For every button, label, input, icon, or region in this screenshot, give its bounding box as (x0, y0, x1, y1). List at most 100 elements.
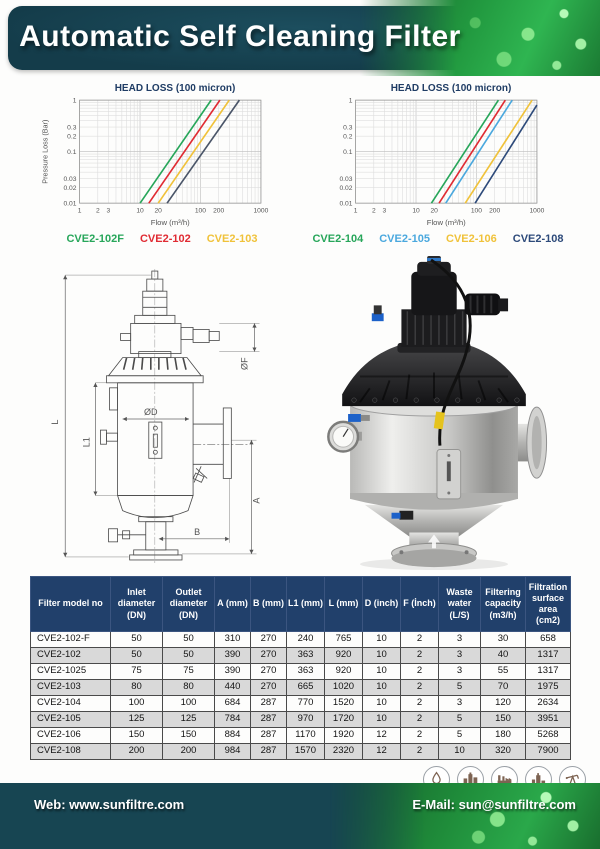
table-cell: 270 (250, 679, 287, 696)
svg-text:3: 3 (107, 207, 111, 214)
table-cell: 1920 (324, 727, 363, 744)
svg-text:0.2: 0.2 (343, 133, 353, 140)
headloss-chart-left: HEAD LOSS (100 micron) 1 2 3 10 20 100 200 1000… (31, 82, 293, 254)
svg-text:3: 3 (383, 207, 387, 214)
chart-title: HEAD LOSS (100 micron) (114, 83, 236, 94)
table-cell: 287 (250, 727, 287, 744)
table-cell: 270 (250, 647, 287, 664)
headloss-plot-right: 1 2 3 10 20 100 200 1000 1 0.3 0.2 0.1 0.03 0.02 0.01 F… (339, 97, 544, 226)
spec-table-body: CVE2-102-F 50 50 310 270 240 765 10 2 3 30 658 CVE2-… (30, 631, 571, 760)
svg-text:200: 200 (213, 207, 224, 214)
table-cell: CVE2-105 (30, 711, 111, 728)
dim-label-d: ØD (144, 407, 158, 417)
table-cell: 75 (110, 663, 163, 680)
svg-text:1: 1 (78, 207, 82, 214)
table-cell: 150 (162, 727, 215, 744)
dim-label-f: ØF (239, 357, 249, 370)
svg-text:2: 2 (372, 207, 376, 214)
table-cell: 10 (438, 743, 481, 760)
table-cell: 30 (480, 631, 526, 648)
column-header: L1 (mm) (286, 576, 325, 632)
headloss-plot-left: 1 2 3 10 20 100 200 1000 1 0.3 0.2 0.1 0.03 0.02 0.01 F… (41, 97, 269, 226)
table-cell: 1570 (286, 743, 325, 760)
svg-text:0.2: 0.2 (67, 133, 77, 140)
table-cell: 1520 (324, 695, 363, 712)
footer-bar: Web: www.sunfiltre.com E-Mail: sun@sunfi… (0, 783, 600, 849)
legend-item: CVE2-102 (139, 233, 191, 245)
svg-text:0.01: 0.01 (339, 200, 352, 207)
svg-text:0.01: 0.01 (63, 200, 76, 207)
svg-text:1: 1 (354, 207, 358, 214)
table-cell: 10 (362, 663, 401, 680)
table-cell: 120 (480, 695, 526, 712)
table-cell: 50 (110, 631, 163, 648)
table-cell: 1020 (324, 679, 363, 696)
table-cell: 770 (286, 695, 325, 712)
headloss-charts-row: HEAD LOSS (100 micron) 1 2 3 10 20 100 200 1000… (0, 80, 600, 254)
column-header: Outlet diameter (DN) (162, 576, 215, 632)
table-cell: 658 (525, 631, 571, 648)
table-cell: 920 (324, 663, 363, 680)
table-cell: 765 (324, 631, 363, 648)
svg-text:1000: 1000 (529, 207, 544, 214)
table-cell: 270 (250, 631, 287, 648)
table-cell: 1317 (525, 663, 571, 680)
table-cell: 180 (480, 727, 526, 744)
table-cell: 363 (286, 647, 325, 664)
table-row: CVE2-103 80 80 440 270 665 1020 10 2 5 70 1975 (30, 679, 571, 696)
table-cell: 320 (480, 743, 526, 760)
table-cell: 3 (438, 695, 481, 712)
svg-text:Pressure Loss (Bar): Pressure Loss (Bar) (41, 120, 50, 184)
svg-text:0.1: 0.1 (67, 149, 77, 156)
chart-title: HEAD LOSS (100 micron) (390, 83, 512, 94)
table-cell: 390 (214, 663, 251, 680)
table-row: CVE2-108 200 200 984 287 1570 2320 12 2 10 320 7900 (30, 743, 571, 760)
table-cell: 125 (110, 711, 163, 728)
svg-text:1000: 1000 (253, 207, 268, 214)
table-cell: 50 (162, 647, 215, 664)
footer-website: Web: www.sunfiltre.com (34, 797, 185, 812)
column-header: L (mm) (324, 576, 363, 632)
table-cell: CVE2-104 (30, 695, 111, 712)
table-cell: 80 (162, 679, 215, 696)
svg-text:100: 100 (471, 207, 482, 214)
table-cell: 287 (250, 695, 287, 712)
header-banner: Automatic Self Cleaning Filter (0, 0, 600, 80)
table-cell: 3 (438, 631, 481, 648)
product-photo (327, 256, 548, 571)
column-header: Filter model no (30, 576, 111, 632)
table-cell: 70 (480, 679, 526, 696)
svg-text:0.03: 0.03 (339, 176, 352, 183)
svg-text:20: 20 (430, 207, 438, 214)
table-cell: 2 (400, 679, 439, 696)
table-cell: 50 (110, 647, 163, 664)
table-cell: 100 (110, 695, 163, 712)
table-cell: 363 (286, 663, 325, 680)
table-cell: 684 (214, 695, 251, 712)
table-cell: 2 (400, 727, 439, 744)
table-cell: 5 (438, 679, 481, 696)
table-row: CVE2-105 125 125 784 287 970 1720 10 2 5 150 3951 (30, 711, 571, 728)
table-cell: 287 (250, 743, 287, 760)
table-cell: 970 (286, 711, 325, 728)
chart-legend: CVE2-102F CVE2-102 CVE2-103 (31, 231, 293, 247)
table-cell: 55 (480, 663, 526, 680)
table-cell: CVE2-106 (30, 727, 111, 744)
table-cell: 270 (250, 663, 287, 680)
table-cell: 1170 (286, 727, 325, 744)
dim-label-l: L (50, 420, 60, 425)
dim-label-l1: L1 (81, 437, 91, 447)
svg-text:0.02: 0.02 (339, 185, 352, 192)
table-cell: 2 (400, 743, 439, 760)
column-header: D (inch) (362, 576, 401, 632)
table-cell: CVE2-1025 (30, 663, 111, 680)
table-cell: 2634 (525, 695, 571, 712)
table-cell: 50 (162, 631, 215, 648)
table-cell: 984 (214, 743, 251, 760)
table-cell: 150 (110, 727, 163, 744)
table-cell: 3 (438, 647, 481, 664)
table-cell: 310 (214, 631, 251, 648)
table-cell: 1975 (525, 679, 571, 696)
table-cell: 12 (362, 743, 401, 760)
